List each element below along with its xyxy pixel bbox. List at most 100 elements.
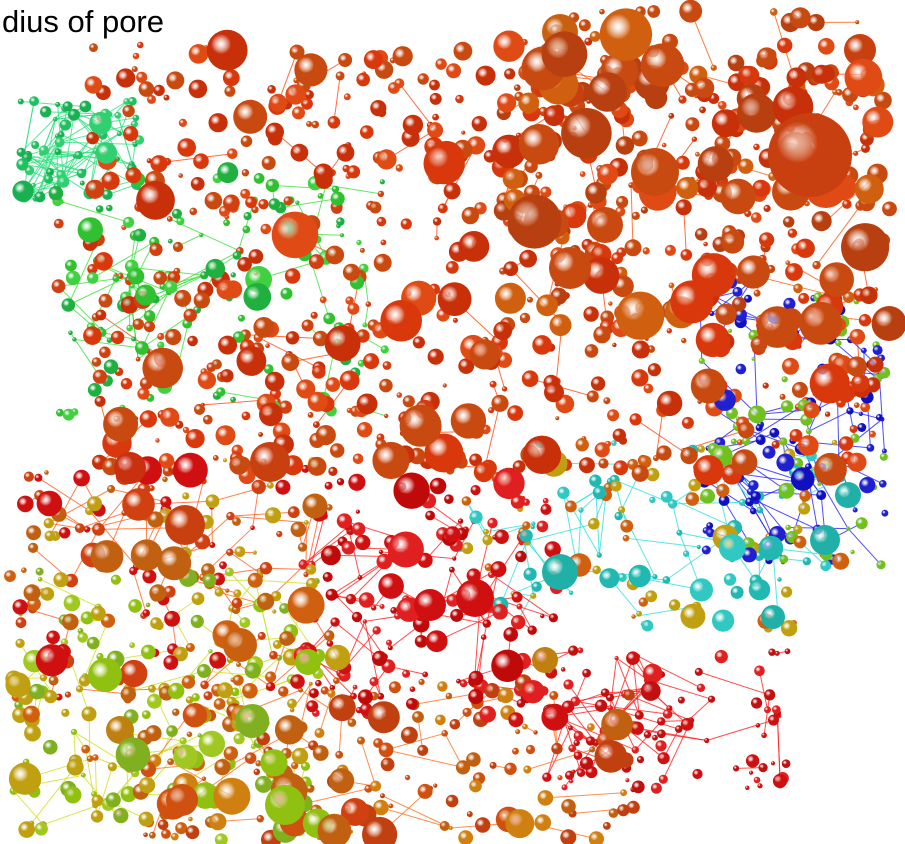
pore: [706, 522, 714, 530]
pore: [265, 671, 277, 683]
pore: [738, 158, 754, 174]
pore: [284, 268, 301, 284]
pore: [232, 517, 241, 526]
pore: [40, 587, 55, 601]
pore: [179, 737, 187, 745]
pore: [378, 573, 404, 599]
pore: [130, 120, 138, 128]
pore: [736, 439, 743, 446]
pore: [781, 759, 791, 768]
pore: [751, 212, 762, 223]
pore: [17, 495, 34, 513]
pore: [143, 832, 148, 838]
pore: [776, 453, 795, 472]
pore: [233, 589, 242, 598]
pore: [147, 511, 164, 528]
pore: [475, 65, 496, 86]
pore: [662, 576, 671, 584]
pore: [844, 34, 876, 66]
pore: [676, 176, 699, 200]
pore: [186, 731, 193, 738]
pore: [790, 467, 815, 491]
pore: [81, 772, 86, 778]
pore: [287, 506, 300, 519]
pore: [626, 651, 640, 665]
pore: [427, 348, 444, 365]
pore: [84, 76, 103, 94]
pore: [307, 391, 328, 412]
pore: [511, 591, 523, 603]
pore: [473, 462, 494, 483]
pore: [611, 440, 617, 446]
pore: [737, 93, 777, 133]
throat: [67, 239, 99, 306]
pore: [200, 680, 209, 690]
pore: [501, 386, 508, 392]
pore: [86, 131, 99, 145]
pore: [578, 19, 591, 32]
pore: [63, 594, 81, 612]
pore: [143, 320, 155, 333]
pore: [785, 263, 803, 281]
pore: [631, 369, 649, 387]
pore: [594, 442, 610, 458]
pore: [236, 346, 267, 376]
pore: [81, 744, 91, 754]
pore: [110, 574, 121, 585]
pore: [203, 414, 213, 425]
pore: [861, 143, 870, 153]
pore: [518, 124, 560, 165]
pore: [537, 790, 554, 806]
pore: [732, 296, 747, 312]
pore: [612, 428, 626, 442]
pore: [80, 611, 94, 625]
pore: [163, 585, 176, 598]
pore: [412, 336, 425, 349]
pore: [185, 643, 195, 652]
pore: [242, 225, 251, 234]
pore: [89, 111, 112, 135]
pore: [798, 502, 811, 515]
pore: [357, 736, 365, 745]
pore: [341, 541, 356, 555]
throat: [706, 719, 774, 741]
pore: [660, 490, 673, 503]
pore: [328, 768, 355, 794]
pore: [130, 539, 163, 571]
pore: [549, 247, 591, 289]
pore: [642, 663, 663, 684]
pore: [274, 715, 305, 745]
pore: [214, 587, 224, 597]
pore: [174, 289, 192, 307]
pore: [223, 458, 227, 463]
throat: [333, 75, 341, 123]
pore: [568, 590, 574, 596]
pore: [735, 363, 747, 375]
pore: [625, 778, 630, 783]
pore: [328, 694, 356, 722]
pore: [489, 380, 497, 388]
throat: [672, 503, 680, 533]
pore: [753, 289, 761, 297]
pore: [482, 619, 491, 628]
pore: [417, 783, 433, 799]
pore: [793, 524, 803, 535]
throat: [385, 749, 464, 768]
throat: [302, 526, 349, 565]
pore: [599, 8, 653, 61]
pore: [61, 298, 76, 312]
pore: [209, 651, 227, 669]
pore: [68, 330, 73, 336]
pore: [437, 282, 472, 316]
pore: [764, 689, 776, 701]
pore: [598, 458, 609, 469]
pore: [255, 760, 262, 767]
pore: [363, 353, 380, 370]
pore: [257, 631, 266, 640]
pore: [289, 707, 295, 713]
pore: [762, 445, 776, 459]
throat: [39, 119, 56, 197]
pore: [226, 548, 234, 556]
pore: [732, 286, 743, 297]
pore: [631, 746, 639, 754]
